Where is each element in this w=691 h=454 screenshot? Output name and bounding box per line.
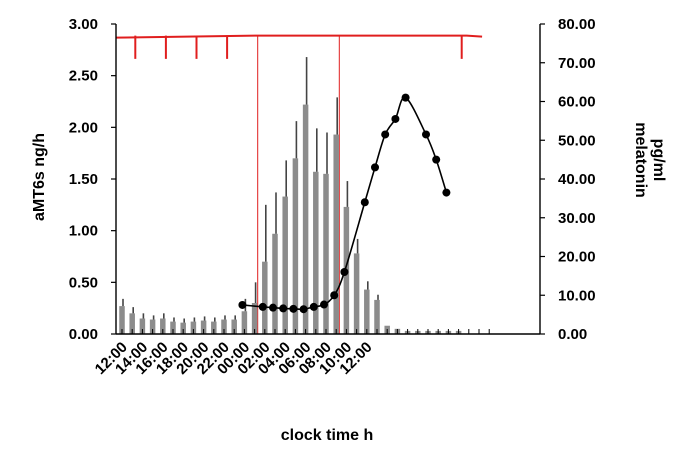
- sleep-schedule: [115, 34, 483, 334]
- bar: [231, 319, 237, 334]
- bar: [211, 321, 217, 334]
- y-right-tick-label: 30.00: [558, 210, 596, 227]
- y-left-tick-label: 1.50: [69, 171, 98, 188]
- bar: [149, 319, 156, 334]
- y-right-axis-title: melatoninpg/ml: [632, 122, 667, 198]
- melatonin-point: [320, 300, 328, 309]
- x-axis-ticks: 12:0014:0016:0018:0020:0022:0000:0002:00…: [92, 329, 490, 378]
- melatonin-point: [330, 291, 339, 300]
- bar: [190, 321, 197, 334]
- y-right-tick-label: 10.00: [558, 287, 596, 304]
- bar: [313, 171, 319, 334]
- melatonin-point: [309, 302, 318, 311]
- y-left-axis-title: aMT6s ng/h: [31, 133, 48, 221]
- melatonin-point: [391, 114, 400, 123]
- melatonin-point: [371, 163, 379, 172]
- melatonin-point: [269, 303, 277, 312]
- y-right-tick-label: 60.00: [558, 94, 596, 111]
- bar: [353, 253, 360, 334]
- melatonin-point: [381, 130, 390, 139]
- right-axis-ticks: 0.00 10.00 20.00 30.00 40.00 50.00 60.00 70.00 8…: [540, 16, 596, 343]
- y-right-tick-label: 20.00: [558, 249, 596, 266]
- y-left-tick-label: 3.00: [69, 16, 98, 33]
- melatonin-point: [442, 188, 451, 197]
- bar: [323, 173, 329, 334]
- bars-layer: [119, 57, 462, 334]
- bar: [139, 318, 146, 334]
- bar: [302, 104, 309, 334]
- y-left-tick-label: 1.00: [69, 223, 98, 240]
- melatonin-point: [422, 130, 430, 139]
- melatonin-point: [432, 155, 441, 164]
- y-right-tick-label: 0.00: [558, 326, 587, 343]
- melatonin-point: [360, 198, 369, 207]
- bar: [129, 313, 135, 334]
- bar: [333, 134, 339, 334]
- bar: [364, 289, 370, 334]
- bar: [180, 322, 186, 334]
- y-right-tick-label: 50.00: [558, 132, 596, 149]
- bar: [170, 321, 176, 334]
- x-axis-title: clock time h: [281, 427, 373, 444]
- bar: [119, 306, 125, 334]
- y-right-tick-label: 70.00: [558, 55, 596, 72]
- bar: [292, 158, 299, 334]
- y-left-tick-label: 0.50: [69, 274, 98, 291]
- bar: [272, 233, 278, 334]
- bar: [200, 320, 207, 334]
- bar: [221, 319, 227, 334]
- bar: [374, 299, 380, 334]
- bar: [282, 196, 288, 334]
- melatonin-point: [299, 305, 308, 314]
- y-left-tick-label: 2.50: [69, 68, 98, 85]
- melatonin-point: [258, 302, 267, 311]
- y-right-tick-label: 80.00: [558, 16, 596, 33]
- melatonin-point: [401, 93, 410, 102]
- sleep-schedule-line: [115, 34, 483, 39]
- left-axis-ticks: 0.00 0.50 1.00 1.50 2.00 2.50 3.00: [69, 16, 116, 343]
- bar: [251, 303, 258, 334]
- melatonin-point: [289, 304, 298, 313]
- bar: [241, 311, 248, 334]
- bar: [160, 318, 166, 334]
- bar: [262, 261, 268, 334]
- melatonin-point: [340, 268, 349, 276]
- y-left-tick-label: 0.00: [69, 326, 98, 343]
- y-right-tick-label: 40.00: [558, 171, 596, 188]
- y-left-tick-label: 2.00: [69, 119, 98, 136]
- melatonin-point: [238, 300, 247, 309]
- melatonin-point: [279, 304, 288, 313]
- line-layer: [238, 93, 451, 314]
